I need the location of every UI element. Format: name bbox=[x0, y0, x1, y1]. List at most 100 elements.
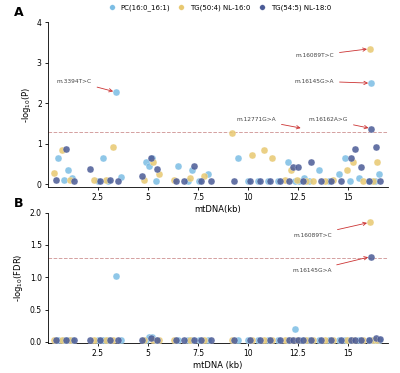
Point bbox=[310, 178, 316, 184]
Point bbox=[255, 178, 261, 184]
Point bbox=[366, 337, 372, 343]
Point bbox=[295, 164, 301, 170]
Point bbox=[269, 337, 275, 343]
Point bbox=[148, 335, 154, 341]
Point bbox=[51, 170, 57, 176]
Point bbox=[372, 335, 379, 341]
Point bbox=[286, 178, 292, 184]
Point bbox=[61, 177, 67, 183]
Point bbox=[115, 337, 121, 343]
Point bbox=[348, 337, 354, 343]
Point bbox=[95, 337, 101, 343]
Point bbox=[171, 177, 177, 183]
Point bbox=[265, 178, 271, 184]
Point bbox=[356, 175, 362, 181]
Point bbox=[71, 337, 77, 343]
Point bbox=[286, 337, 292, 343]
Point bbox=[285, 337, 291, 343]
X-axis label: mtDNA (kb): mtDNA (kb) bbox=[193, 361, 243, 370]
Point bbox=[153, 337, 159, 343]
Point bbox=[53, 177, 59, 183]
Point bbox=[300, 337, 306, 343]
Point bbox=[55, 155, 61, 161]
Point bbox=[308, 159, 314, 165]
Point bbox=[344, 337, 350, 343]
Point bbox=[189, 167, 195, 173]
Point bbox=[282, 337, 288, 343]
Text: B: B bbox=[14, 197, 24, 210]
Text: m.16089T>C: m.16089T>C bbox=[295, 48, 366, 58]
Point bbox=[53, 337, 59, 343]
Point bbox=[67, 177, 73, 183]
Point bbox=[277, 337, 283, 343]
Point bbox=[301, 337, 307, 343]
Point bbox=[59, 147, 65, 153]
Point bbox=[107, 337, 113, 343]
Point bbox=[141, 337, 147, 343]
Point bbox=[208, 178, 214, 184]
Point bbox=[91, 337, 97, 343]
Point bbox=[181, 337, 187, 343]
Point bbox=[368, 80, 374, 86]
Point bbox=[255, 337, 261, 343]
Text: m.16162A>G: m.16162A>G bbox=[309, 117, 368, 129]
Point bbox=[201, 173, 207, 179]
Point bbox=[376, 337, 382, 343]
Point bbox=[175, 163, 181, 169]
Point bbox=[173, 337, 179, 343]
Point bbox=[303, 178, 309, 184]
Point bbox=[245, 337, 251, 343]
Point bbox=[63, 337, 69, 343]
Point bbox=[330, 337, 336, 343]
Point bbox=[290, 164, 296, 170]
Point bbox=[205, 171, 211, 177]
Point bbox=[201, 337, 207, 343]
Point bbox=[336, 337, 342, 343]
Point bbox=[139, 173, 145, 179]
Point bbox=[294, 177, 300, 183]
Point bbox=[316, 167, 322, 173]
Point bbox=[322, 337, 328, 343]
Point bbox=[330, 177, 336, 183]
Point bbox=[326, 178, 332, 184]
Text: m.3394T>C: m.3394T>C bbox=[57, 79, 112, 92]
Point bbox=[285, 159, 291, 165]
Point bbox=[173, 178, 179, 184]
Point bbox=[347, 178, 353, 184]
Point bbox=[185, 337, 191, 343]
Point bbox=[374, 159, 380, 165]
Point bbox=[372, 337, 378, 343]
Point bbox=[146, 163, 152, 169]
Point bbox=[63, 146, 69, 152]
Point bbox=[205, 337, 211, 343]
Point bbox=[95, 178, 101, 184]
Point bbox=[288, 167, 294, 173]
Point bbox=[231, 178, 237, 184]
Point bbox=[261, 337, 267, 343]
Point bbox=[247, 178, 253, 184]
Text: m.16089T>C: m.16089T>C bbox=[293, 222, 366, 238]
Point bbox=[318, 178, 324, 184]
Point bbox=[277, 178, 283, 184]
Point bbox=[328, 337, 334, 343]
Point bbox=[143, 159, 149, 165]
Point bbox=[97, 178, 103, 184]
Point bbox=[257, 337, 263, 343]
Point bbox=[235, 155, 241, 161]
Point bbox=[356, 337, 362, 343]
Point bbox=[338, 178, 344, 184]
Text: m.12771G>A: m.12771G>A bbox=[236, 117, 300, 129]
Point bbox=[358, 337, 364, 343]
Point bbox=[267, 337, 273, 343]
Point bbox=[87, 337, 93, 343]
Point bbox=[368, 126, 374, 132]
Point bbox=[113, 273, 119, 279]
Point bbox=[366, 46, 373, 52]
Point bbox=[366, 178, 372, 184]
Point bbox=[191, 163, 197, 169]
Point bbox=[294, 337, 300, 343]
Point bbox=[196, 337, 202, 343]
Point bbox=[185, 178, 191, 184]
Point bbox=[103, 177, 109, 183]
Point bbox=[97, 337, 103, 343]
